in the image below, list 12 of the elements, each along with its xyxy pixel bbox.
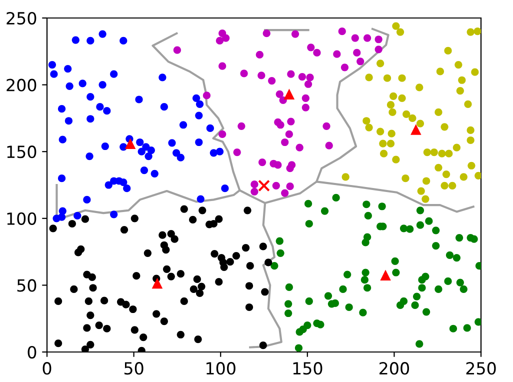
x-tick-label: 200 bbox=[380, 362, 409, 375]
x-tick-label: 0 bbox=[42, 362, 52, 375]
x-tick-label: 100 bbox=[206, 362, 236, 375]
y-tick-label: 50 bbox=[17, 279, 36, 292]
x-tick-label: 50 bbox=[124, 362, 144, 375]
y-tick-label: 150 bbox=[7, 146, 36, 158]
y-tick-label: 100 bbox=[7, 212, 36, 225]
y-tick-label: 200 bbox=[6, 78, 36, 92]
x-tick-label: 250 bbox=[466, 362, 496, 375]
y-tick-label: 250 bbox=[6, 12, 36, 25]
x-tick-label: 150 bbox=[293, 362, 322, 375]
y-tick-label: 0 bbox=[28, 346, 36, 359]
